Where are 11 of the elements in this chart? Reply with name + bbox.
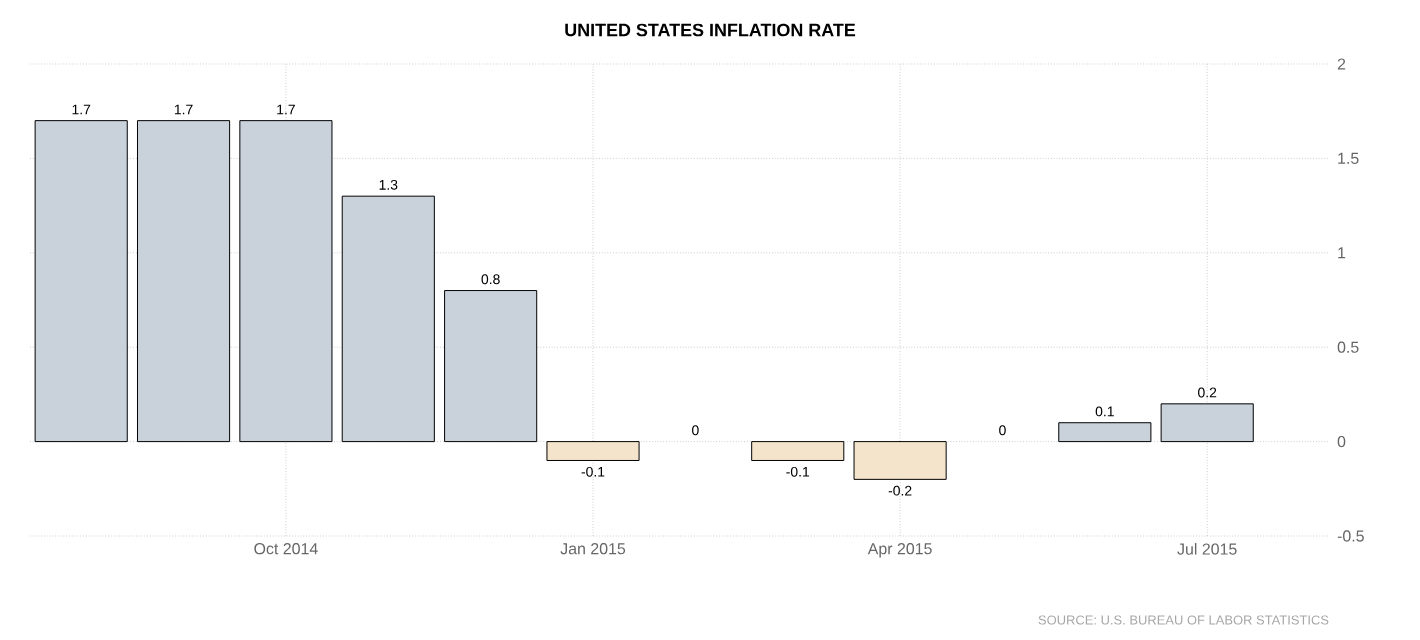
bar — [239, 120, 333, 443]
bar — [34, 120, 128, 443]
bar — [751, 441, 845, 461]
bar — [1160, 403, 1254, 443]
bar — [444, 290, 538, 443]
bar — [341, 195, 435, 443]
bar — [1058, 422, 1152, 443]
bar — [546, 441, 640, 461]
bar — [136, 120, 231, 443]
bar — [853, 441, 947, 480]
chart-title: UNITED STATES INFLATION RATE — [565, 23, 856, 37]
